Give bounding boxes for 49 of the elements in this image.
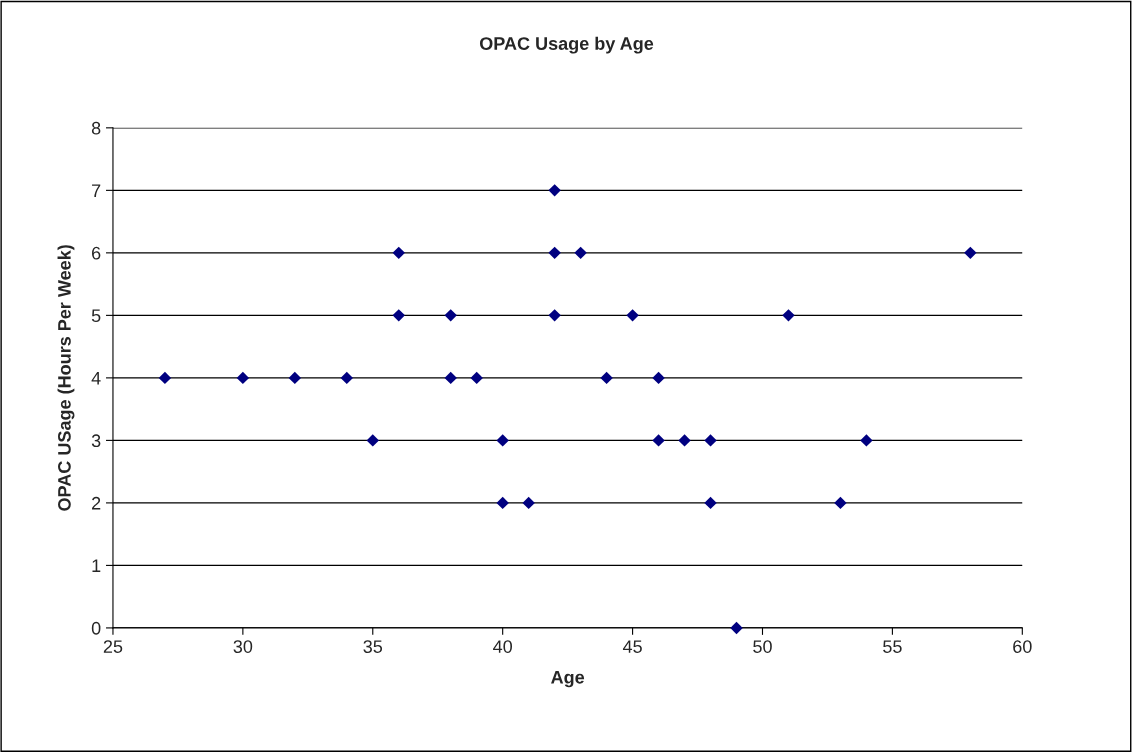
point bbox=[340, 371, 353, 385]
point bbox=[392, 309, 405, 322]
point bbox=[548, 309, 561, 322]
point bbox=[288, 371, 302, 385]
point bbox=[496, 496, 509, 510]
point bbox=[236, 371, 250, 385]
point bbox=[704, 434, 717, 447]
point bbox=[496, 434, 509, 447]
point bbox=[366, 434, 379, 447]
point bbox=[392, 246, 405, 260]
point bbox=[860, 434, 873, 447]
y-tick-label: 1 bbox=[92, 559, 101, 572]
point bbox=[444, 371, 457, 385]
point bbox=[522, 496, 535, 510]
x-tick-label: 35 bbox=[363, 640, 383, 653]
point bbox=[548, 246, 561, 260]
point bbox=[730, 621, 743, 635]
y-tick-label: 6 bbox=[92, 246, 101, 260]
point bbox=[574, 246, 587, 260]
point bbox=[548, 184, 561, 197]
x-tick-label: 45 bbox=[622, 640, 642, 653]
x-tick-label: 60 bbox=[1013, 640, 1032, 653]
x-tick-label: 55 bbox=[883, 640, 902, 653]
x-axis-title: Age bbox=[551, 671, 585, 688]
point bbox=[600, 371, 613, 385]
point bbox=[964, 246, 977, 260]
x-tick-label: 40 bbox=[493, 640, 513, 653]
y-tick-label: 8 bbox=[91, 121, 101, 135]
point bbox=[678, 434, 691, 447]
y-axis-title: OPAC USage (Hours Per Week) bbox=[57, 245, 75, 511]
y-tick-label: 4 bbox=[91, 372, 101, 385]
point bbox=[834, 496, 847, 510]
x-tick-label: 30 bbox=[233, 640, 253, 653]
point bbox=[704, 496, 717, 510]
y-tick-label: 2 bbox=[92, 496, 101, 510]
point bbox=[782, 309, 795, 322]
point bbox=[652, 434, 665, 447]
chart-title: OPAC Usage by Age bbox=[479, 36, 654, 54]
x-tick-label: 25 bbox=[103, 640, 123, 653]
point bbox=[444, 309, 457, 322]
point bbox=[470, 371, 483, 385]
point bbox=[158, 371, 172, 385]
point bbox=[652, 371, 665, 385]
x-tick-label: 50 bbox=[753, 640, 772, 653]
y-tick-label: 5 bbox=[91, 309, 101, 323]
y-tick-label: 0 bbox=[91, 621, 101, 635]
y-tick-label: 7 bbox=[92, 184, 101, 197]
point bbox=[626, 309, 639, 322]
y-tick-label: 3 bbox=[91, 434, 101, 448]
